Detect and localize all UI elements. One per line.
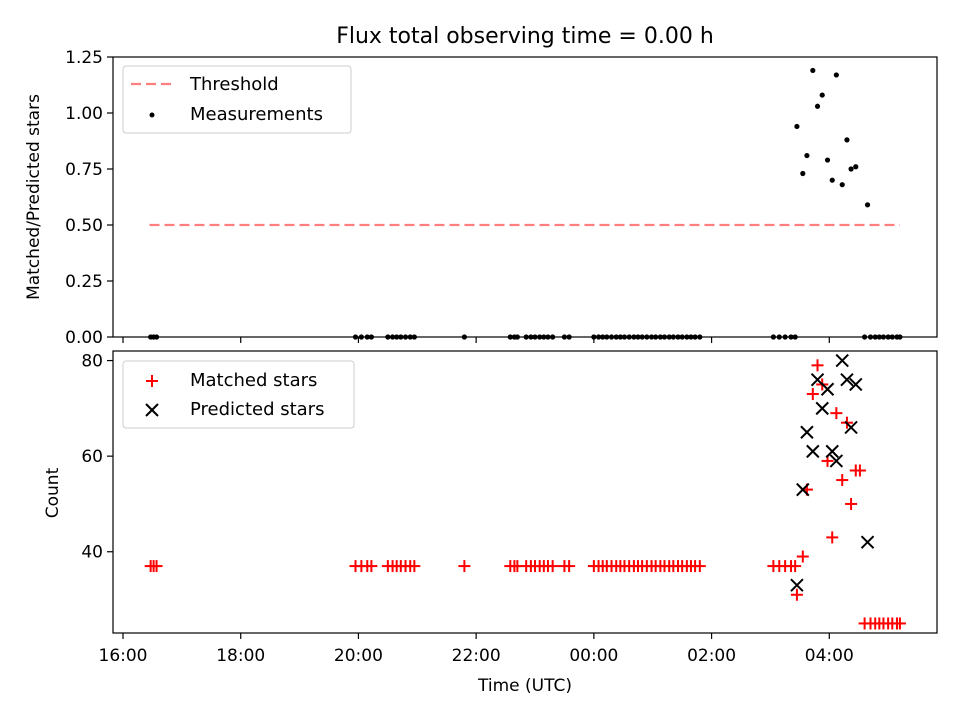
top-ytick-label: 1.25: [65, 48, 103, 68]
legend-matched-label: Matched stars: [190, 370, 317, 391]
bottom-axes-frame: [112, 350, 938, 634]
bottom-marks: [144, 353, 906, 630]
predicted-star-point: [860, 535, 875, 549]
measurement-point: [794, 123, 800, 130]
bottom-xtick-label: 04:00: [805, 646, 854, 666]
measurement-point: [833, 72, 839, 78]
top-ytick-label: 1.00: [65, 104, 103, 124]
bottom-yticks: 40 60 80: [81, 352, 113, 563]
matched-star-point: [546, 560, 559, 573]
measurement-point: [810, 67, 816, 74]
bottom-xtick-label: 00:00: [569, 646, 618, 666]
legend-measurements-label: Measurements: [190, 104, 323, 125]
measurement-point: [853, 164, 859, 170]
matched-star-point: [796, 550, 809, 563]
matched-star-point: [789, 560, 802, 573]
matched-star-point: [811, 359, 824, 372]
bottom-ylabel: Count: [43, 467, 63, 518]
predicted-star-point: [849, 377, 863, 392]
bottom-axes: 40 60 80 16:00 18:00 20:00 22:00 00:00 02:00 04:…: [43, 350, 938, 696]
top-axes-frame: [112, 56, 938, 338]
top-legend-box: [122, 65, 352, 134]
matched-star-point: [806, 388, 819, 401]
top-ytick-label: 0.75: [65, 160, 103, 180]
matched-star-point: [826, 531, 839, 544]
legend-predicted-label: Predicted stars: [190, 399, 324, 420]
predicted-star-point: [820, 382, 835, 396]
matched-star-point: [150, 560, 163, 573]
top-yticks: 0.00 0.25 0.50 0.75 1.00 1.25: [65, 48, 113, 348]
top-ytick-label: 0.25: [65, 272, 103, 292]
matched-star-point: [693, 560, 706, 573]
top-ytick-label: 0.00: [65, 328, 103, 348]
matched-star-point: [893, 617, 906, 630]
measurement-point: [819, 92, 825, 98]
measurement-point: [839, 182, 845, 188]
measurement-point: [848, 166, 854, 172]
bottom-xticks: 16:00 18:00 20:00 22:00 00:00 02:00 04:00: [99, 633, 854, 666]
bottom-xtick-label: 18:00: [216, 646, 265, 666]
legend-matched-swatch: [146, 375, 158, 387]
top-axes: 0.00 0.25 0.50 0.75 1.00 1.25 Matched/Predict…: [24, 48, 938, 348]
measurement-point: [844, 137, 850, 143]
bottom-ytick-label: 40: [81, 543, 103, 563]
top-ytick-label: 0.50: [65, 216, 103, 236]
top-legend: Threshold Measurements: [122, 65, 352, 134]
bottom-xtick-label: 20:00: [334, 646, 383, 666]
predicted-star-point: [790, 578, 804, 592]
top-xticks: [122, 337, 830, 343]
matched-star-point: [365, 560, 378, 573]
legend-predicted-swatch: [145, 403, 159, 417]
predicted-star-point: [840, 372, 854, 387]
measurement-point: [829, 177, 835, 183]
matched-star-point: [408, 560, 421, 573]
predicted-star-point: [800, 425, 814, 439]
matched-star-point: [790, 588, 803, 601]
bottom-xtick-label: 16:00: [99, 646, 148, 666]
predicted-star-point: [796, 482, 810, 497]
bottom-legend: Matched stars Predicted stars: [122, 360, 355, 429]
matched-star-point: [836, 474, 849, 487]
predicted-star-point: [825, 444, 839, 459]
legend-threshold-label: Threshold: [189, 74, 279, 95]
measurement-point: [824, 157, 831, 163]
matched-star-point: [830, 407, 843, 420]
matched-star-point: [853, 464, 866, 477]
matched-star-point: [845, 497, 858, 510]
matched-star-point: [563, 560, 576, 573]
predicted-star-point: [815, 401, 829, 416]
predicted-star-point: [835, 353, 849, 368]
measurement-point: [804, 152, 810, 159]
predicted-star-point: [829, 454, 844, 468]
predicted-star-point: [844, 420, 858, 435]
bottom-xlabel: Time (UTC): [477, 676, 572, 696]
measurement-point: [864, 202, 871, 208]
bottom-legend-box: [122, 360, 355, 429]
top-ylabel: Matched/Predicted stars: [24, 94, 44, 300]
predicted-star-point: [806, 444, 820, 459]
matched-star-point: [458, 560, 471, 573]
bottom-ytick-label: 60: [81, 447, 103, 467]
measurement-point: [800, 170, 806, 177]
bottom-ytick-label: 80: [81, 352, 103, 372]
measurement-point: [814, 103, 821, 109]
bottom-xtick-label: 22:00: [452, 646, 501, 666]
bottom-xtick-label: 02:00: [687, 646, 736, 666]
legend-measurements-swatch: [149, 112, 155, 118]
chart-title: Flux total observing time = 0.00 h: [336, 24, 714, 49]
